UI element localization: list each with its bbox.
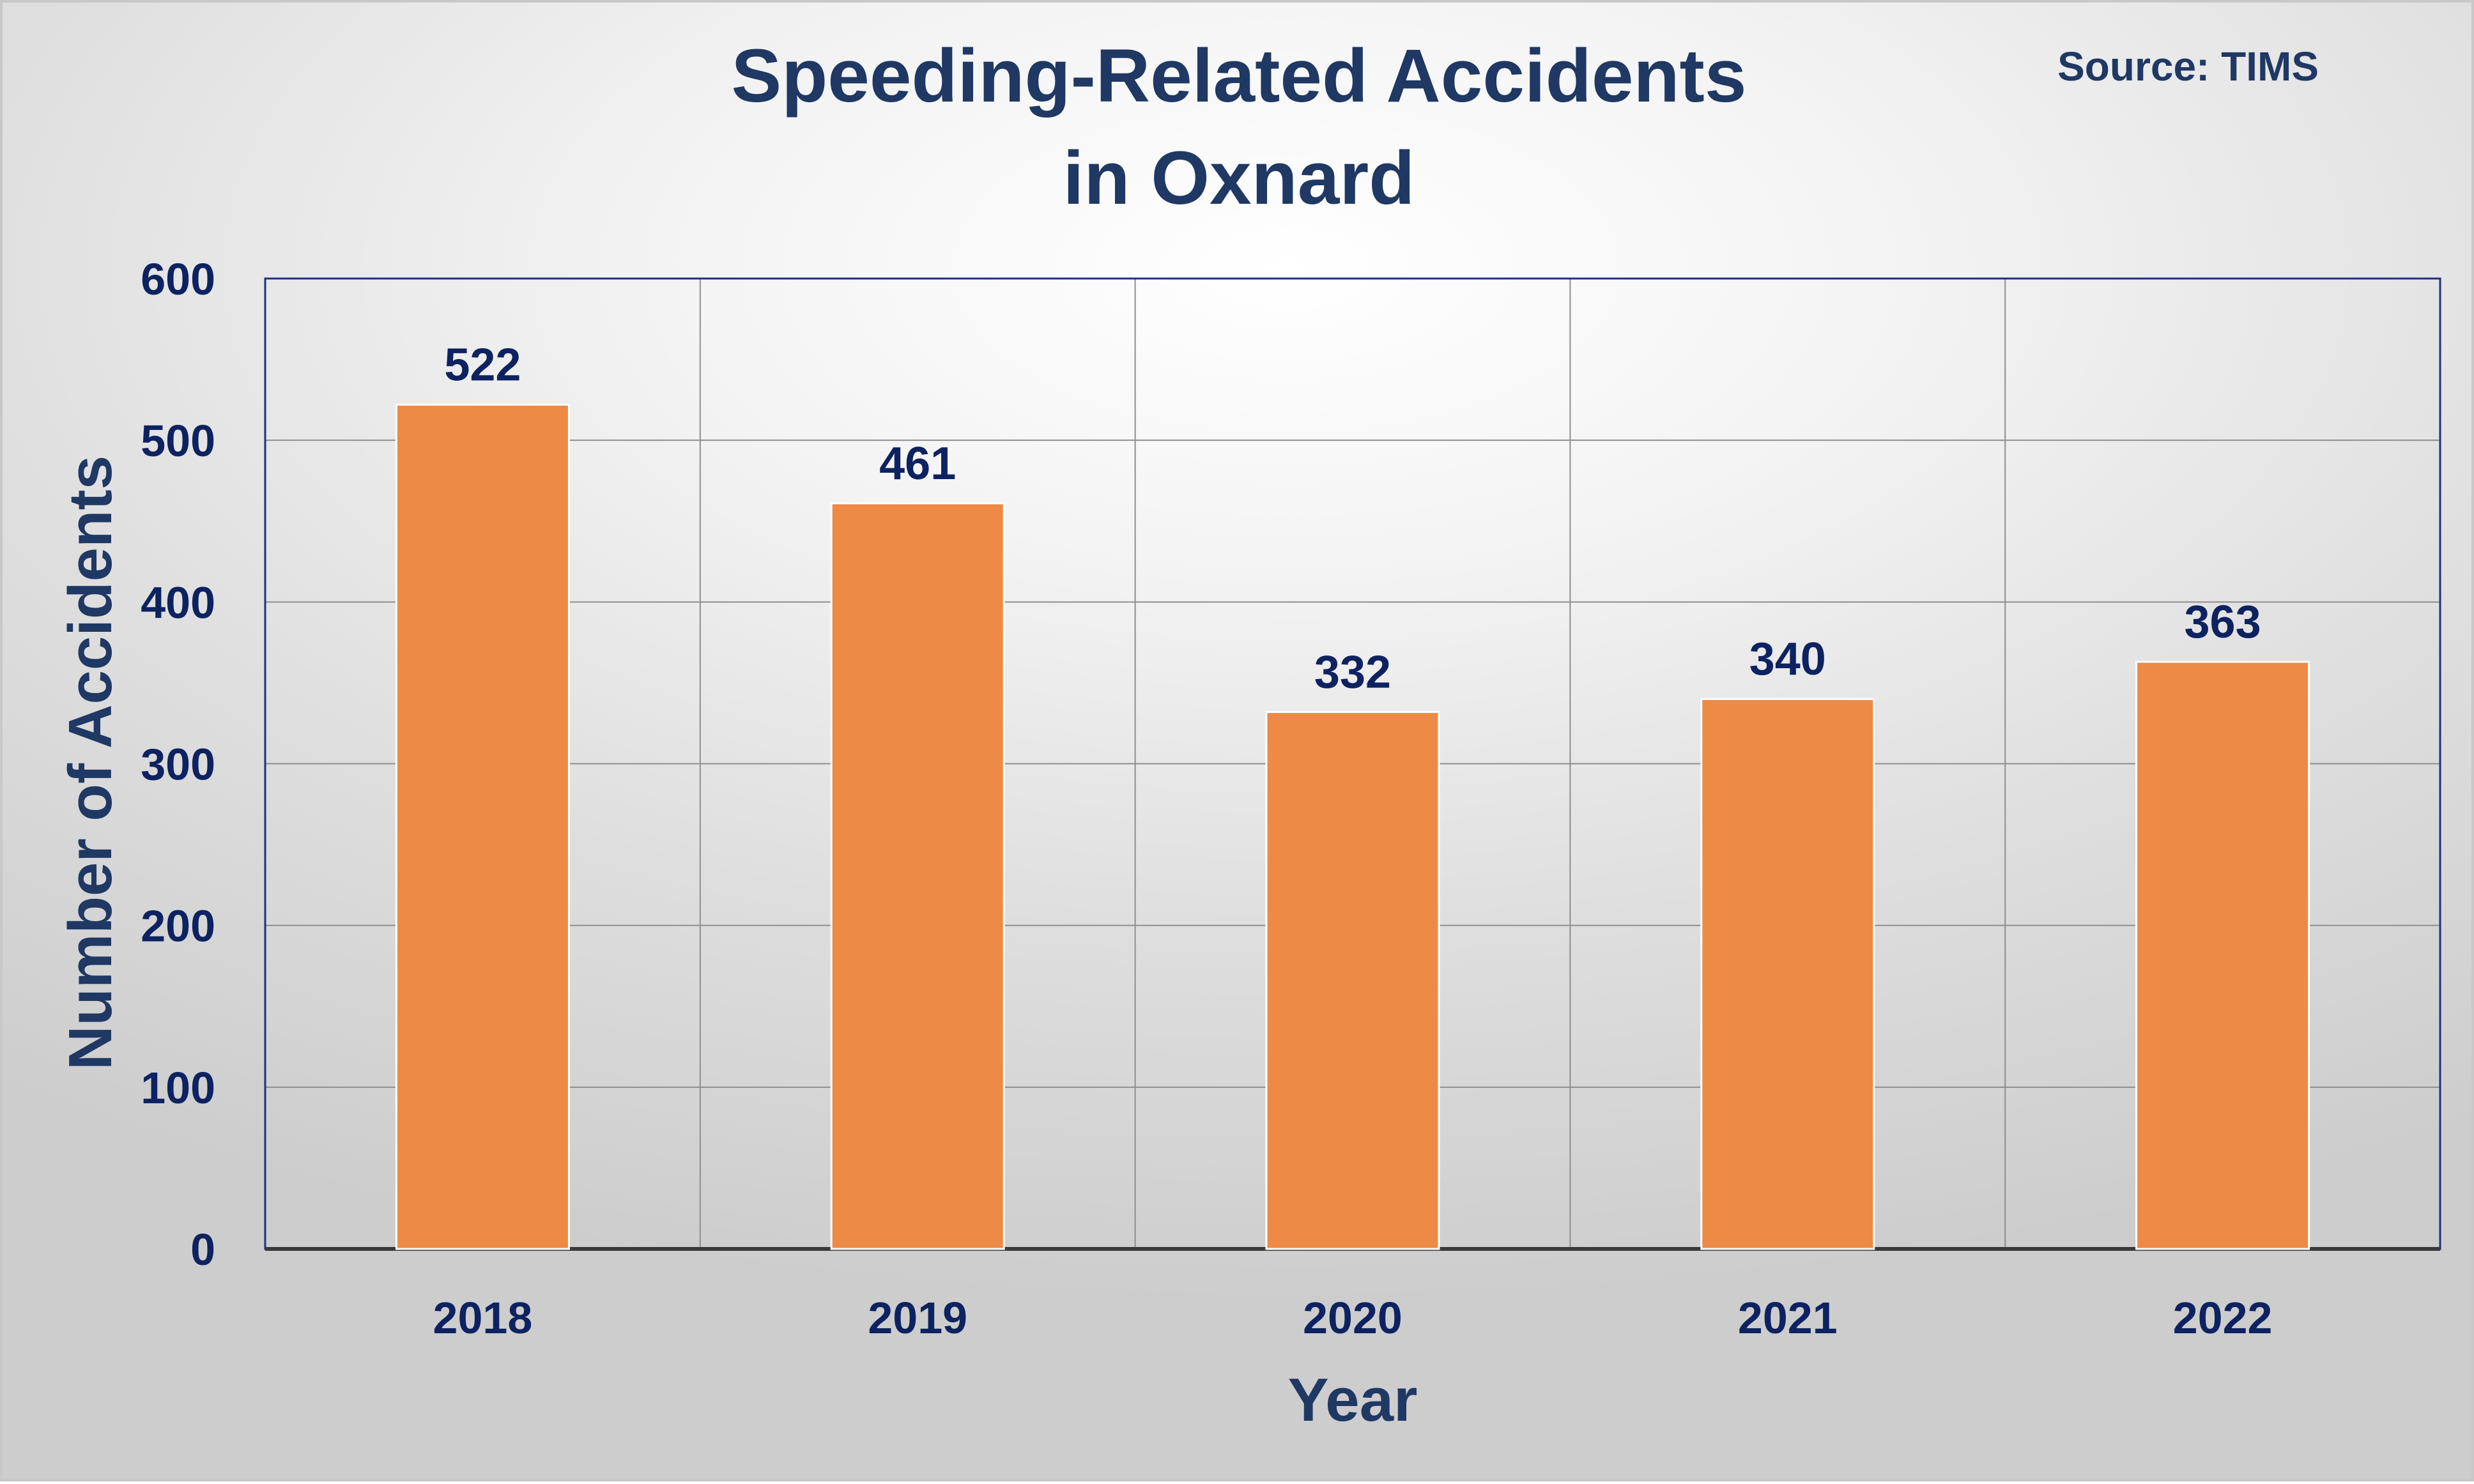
bar-2020 bbox=[1265, 710, 1440, 1250]
y-tick-label: 300 bbox=[141, 740, 215, 790]
bar-2018 bbox=[395, 403, 570, 1250]
x-tick-label: 2019 bbox=[868, 1293, 967, 1343]
x-tick-label: 2018 bbox=[433, 1293, 533, 1343]
data-label-2021: 340 bbox=[1749, 634, 1826, 685]
x-tick-label: 2022 bbox=[2173, 1293, 2273, 1343]
bar-2022 bbox=[2135, 661, 2310, 1250]
y-tick-label: 500 bbox=[141, 416, 215, 466]
bar-chart: Speeding-Related Accidents in Oxnard Sou… bbox=[56, 34, 2441, 1434]
data-label-2020: 332 bbox=[1314, 646, 1391, 698]
y-tick-label: 400 bbox=[141, 578, 215, 627]
y-axis-ticks: 0 100 200 300 400 500 600 bbox=[141, 254, 215, 1274]
y-tick-label: 600 bbox=[141, 254, 215, 304]
y-axis-title: Number of Accidents bbox=[56, 455, 125, 1070]
data-label-2018: 522 bbox=[444, 339, 521, 390]
x-tick-label: 2020 bbox=[1303, 1293, 1402, 1343]
y-tick-label: 200 bbox=[141, 901, 215, 951]
bars bbox=[395, 403, 2310, 1250]
x-tick-label: 2021 bbox=[1738, 1293, 1838, 1343]
data-labels: 522 461 332 340 363 bbox=[444, 339, 2261, 698]
x-axis-title: Year bbox=[1288, 1366, 1418, 1434]
bar-2021 bbox=[1700, 698, 1875, 1250]
x-axis-ticks: 2018 2019 2020 2021 2022 bbox=[433, 1293, 2273, 1343]
y-tick-label: 0 bbox=[190, 1225, 215, 1274]
data-label-2019: 461 bbox=[879, 438, 956, 489]
y-tick-label: 100 bbox=[141, 1063, 215, 1113]
chart-title-line-1: Speeding-Related Accidents bbox=[732, 34, 1747, 118]
chart-title-line-2: in Oxnard bbox=[1063, 136, 1415, 220]
data-label-2022: 363 bbox=[2185, 597, 2261, 648]
bar-2019 bbox=[830, 502, 1005, 1250]
source-label: Source: TIMS bbox=[2057, 43, 2319, 89]
